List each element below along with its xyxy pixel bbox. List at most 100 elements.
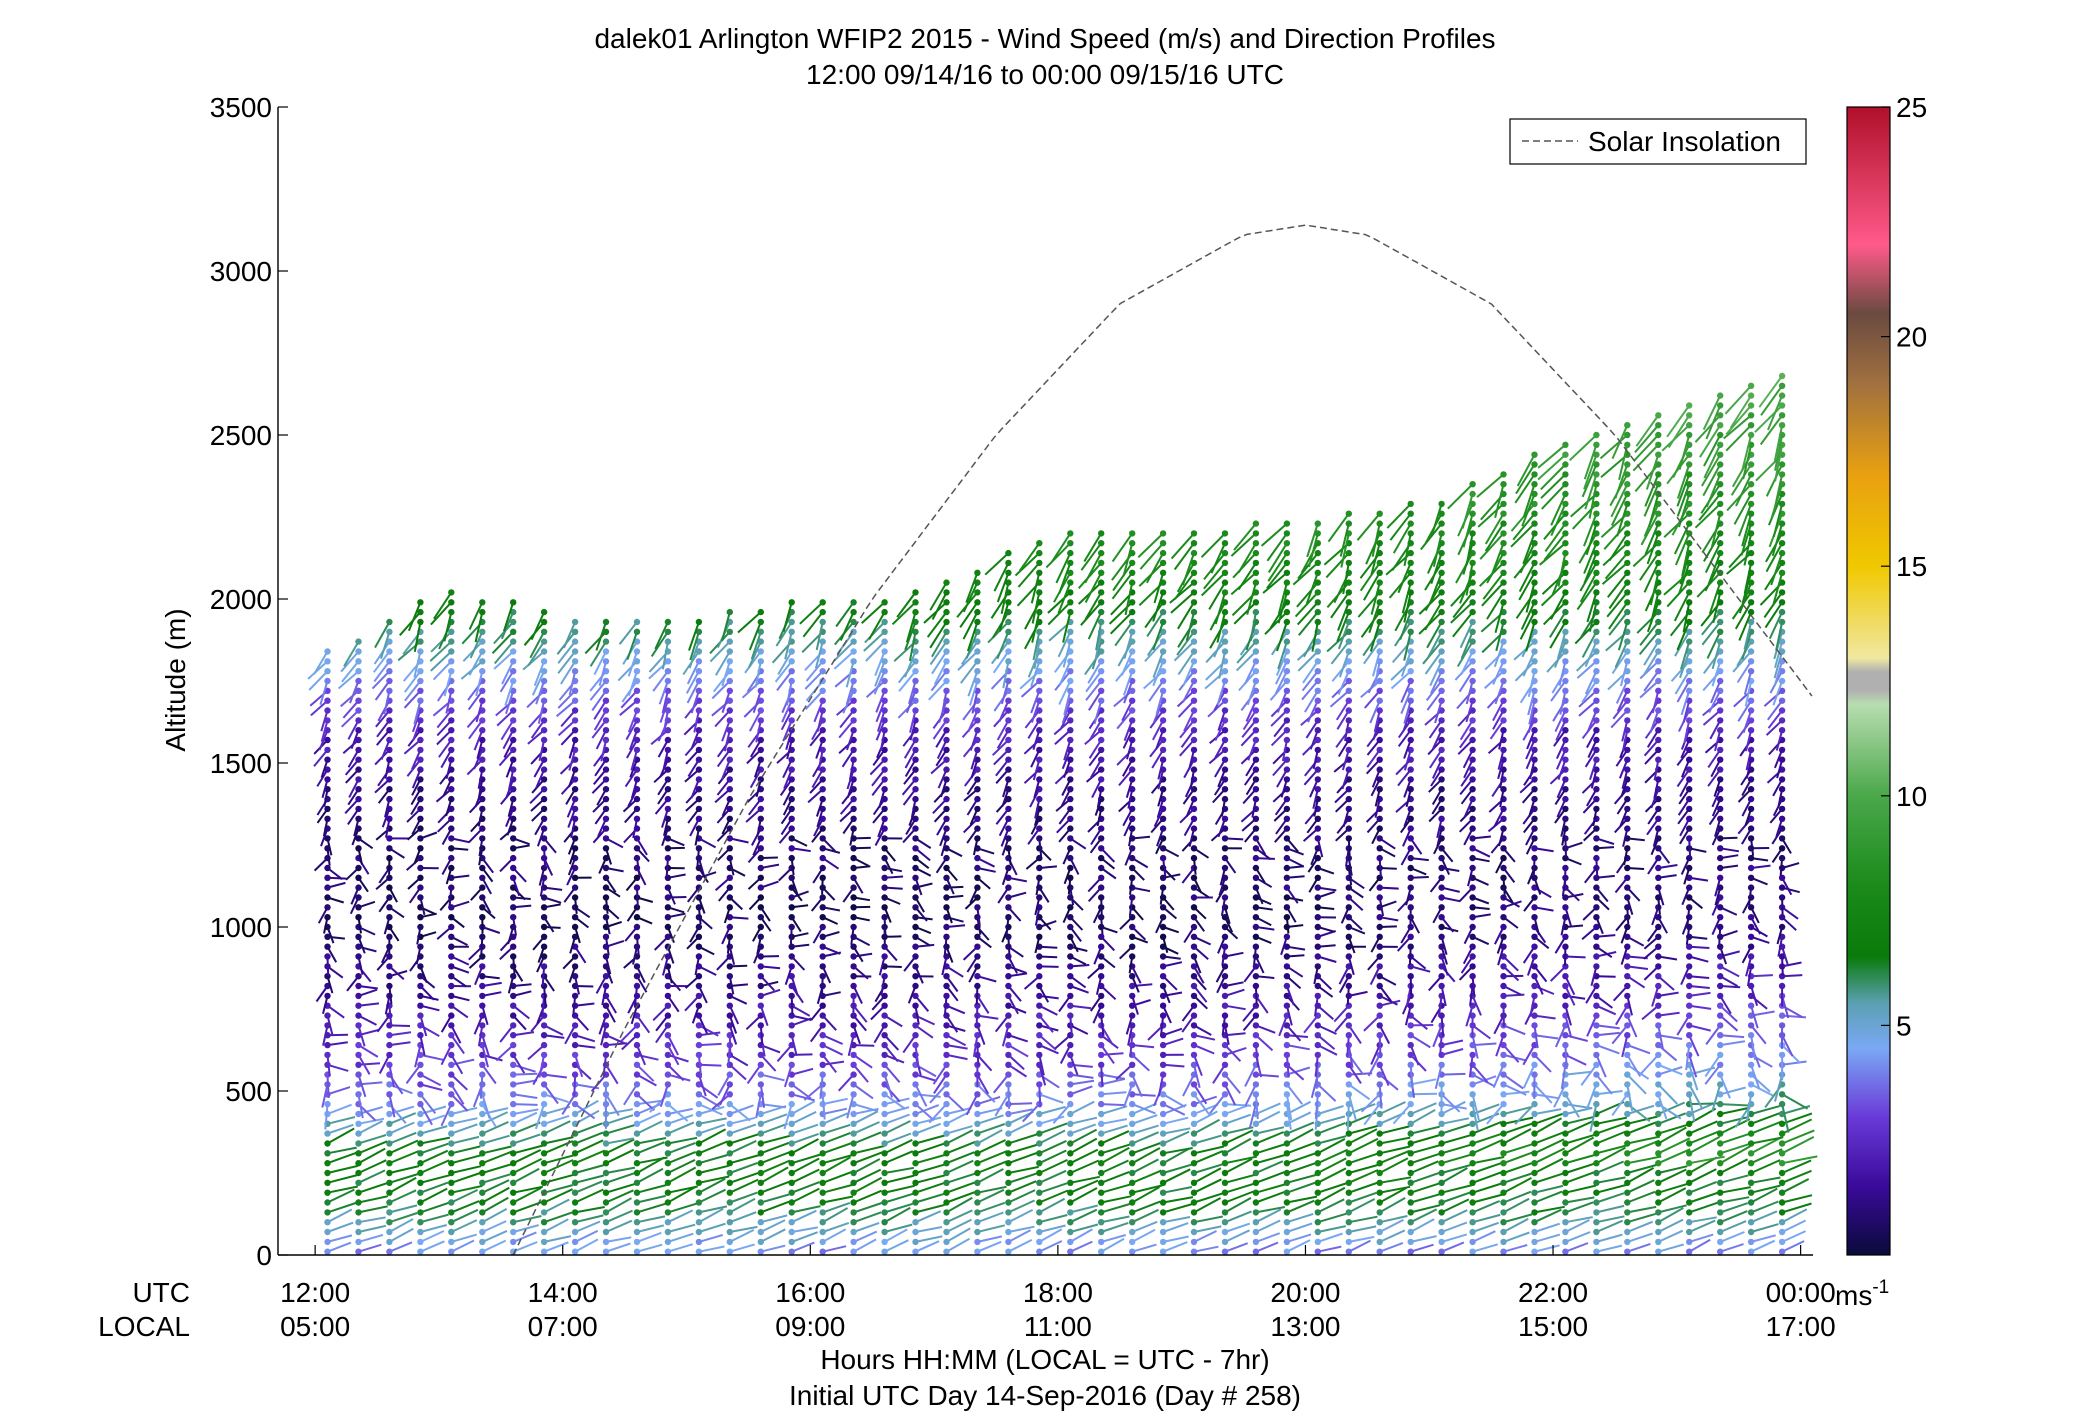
wind-barb bbox=[430, 650, 452, 672]
wind-point bbox=[1283, 569, 1291, 576]
wind-point bbox=[788, 963, 795, 970]
wind-point bbox=[1067, 835, 1074, 842]
wind-point bbox=[1067, 963, 1074, 970]
wind-barb bbox=[388, 1189, 417, 1204]
wind-point bbox=[1036, 569, 1043, 576]
wind-point bbox=[974, 1219, 981, 1226]
wind-point bbox=[788, 1130, 795, 1137]
wind-point bbox=[571, 1189, 579, 1196]
wind-barb bbox=[853, 1158, 881, 1174]
wind-point bbox=[602, 1189, 610, 1196]
wind-point bbox=[324, 1238, 331, 1246]
wind-point bbox=[324, 1199, 331, 1206]
wind-point bbox=[695, 677, 703, 685]
wind-point bbox=[1314, 1091, 1322, 1098]
wind-barb bbox=[574, 1238, 599, 1253]
wind-barb bbox=[915, 1235, 943, 1243]
wind-barb-marks bbox=[307, 372, 1818, 1255]
wind-point bbox=[664, 835, 672, 842]
wind-point bbox=[1190, 746, 1198, 754]
wind-barb bbox=[962, 582, 979, 613]
wind-point bbox=[881, 1022, 888, 1029]
wind-barb bbox=[451, 1135, 480, 1145]
wind-point bbox=[417, 599, 424, 606]
wind-point bbox=[1129, 874, 1136, 881]
wind-point bbox=[602, 707, 610, 714]
wind-point bbox=[448, 982, 455, 990]
wind-barb bbox=[475, 670, 484, 697]
wind-point bbox=[757, 845, 764, 852]
wind-point bbox=[757, 1130, 764, 1137]
wind-point bbox=[602, 874, 610, 881]
wind-point bbox=[850, 805, 857, 813]
wind-point bbox=[479, 658, 486, 665]
wind-point bbox=[1314, 1238, 1322, 1246]
wind-point bbox=[633, 845, 641, 852]
wind-barb bbox=[557, 719, 576, 737]
wind-point bbox=[1407, 530, 1414, 537]
wind-barb bbox=[389, 1131, 417, 1145]
wind-point bbox=[386, 1248, 393, 1255]
wind-barb bbox=[376, 729, 391, 746]
wind-barb bbox=[760, 1103, 786, 1109]
wind-point bbox=[1190, 608, 1198, 616]
wind-point bbox=[1252, 727, 1260, 734]
wind-point bbox=[602, 805, 610, 813]
wind-point bbox=[355, 1169, 362, 1177]
wind-barb bbox=[538, 739, 546, 762]
wind-barb bbox=[450, 1083, 465, 1105]
wind-point bbox=[1005, 1081, 1012, 1088]
wind-barb bbox=[636, 1202, 666, 1214]
wind-point bbox=[726, 904, 733, 911]
wind-barb bbox=[659, 1084, 669, 1108]
wind-point bbox=[479, 835, 486, 842]
wind-point bbox=[1005, 697, 1012, 704]
wind-point bbox=[1159, 638, 1167, 645]
wind-point bbox=[1221, 845, 1229, 852]
wind-point bbox=[1098, 1130, 1105, 1137]
wind-point bbox=[1098, 697, 1105, 704]
wind-barb bbox=[791, 1138, 819, 1155]
wind-point bbox=[943, 923, 950, 931]
wind-barb bbox=[436, 719, 453, 737]
wind-point bbox=[974, 1209, 981, 1216]
wind-barb bbox=[313, 749, 329, 767]
wind-point bbox=[1159, 854, 1167, 862]
wind-point bbox=[540, 933, 548, 940]
wind-point bbox=[479, 933, 486, 940]
wind-point bbox=[912, 1150, 919, 1157]
wind-point bbox=[479, 766, 486, 773]
wind-barb bbox=[543, 1114, 570, 1125]
wind-point bbox=[540, 736, 548, 744]
wind-point bbox=[1190, 943, 1198, 950]
wind-point bbox=[324, 1189, 331, 1196]
wind-barb bbox=[319, 680, 329, 705]
wind-point bbox=[479, 1189, 486, 1196]
wind-point bbox=[540, 815, 548, 822]
wind-barb bbox=[815, 621, 824, 651]
wind-point bbox=[1098, 1209, 1105, 1216]
wind-barb bbox=[755, 1094, 762, 1119]
wind-barb bbox=[697, 1015, 708, 1034]
wind-point bbox=[788, 1248, 795, 1255]
wind-barb bbox=[1038, 1034, 1057, 1051]
wind-point bbox=[386, 1179, 393, 1187]
wind-barb bbox=[884, 1174, 915, 1184]
wind-point bbox=[1098, 914, 1105, 921]
wind-point bbox=[788, 776, 795, 783]
wind-barb bbox=[617, 660, 638, 682]
wind-point bbox=[912, 1189, 919, 1196]
wind-point bbox=[448, 1169, 455, 1177]
wind-point bbox=[695, 1051, 703, 1059]
wind-point bbox=[1345, 1081, 1353, 1088]
wind-barb bbox=[760, 1219, 786, 1233]
wind-barb bbox=[1038, 1084, 1042, 1108]
wind-point bbox=[788, 1199, 795, 1206]
wind-barb bbox=[543, 1120, 571, 1135]
wind-point bbox=[726, 756, 733, 763]
wind-point bbox=[386, 618, 393, 626]
wind-point bbox=[1067, 727, 1074, 734]
wind-point bbox=[819, 707, 826, 714]
wind-barb bbox=[852, 1014, 867, 1032]
wind-barb bbox=[412, 720, 422, 742]
